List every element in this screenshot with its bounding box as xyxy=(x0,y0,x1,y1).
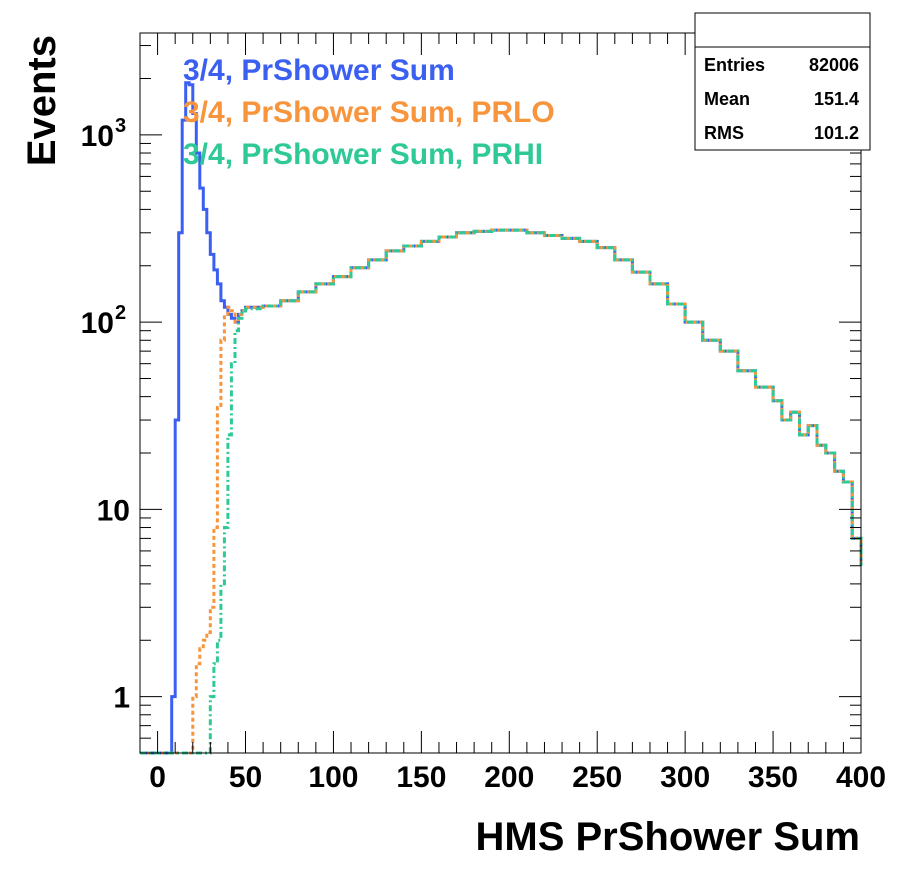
x-axis-tick-labels: 0 50 100 150 200 250 300 350 400 xyxy=(149,761,886,794)
series-layer xyxy=(140,81,863,755)
series-line-2 xyxy=(140,228,863,755)
y-tick-label: 1 xyxy=(113,682,130,715)
y-axis-ticks xyxy=(140,45,861,754)
y-tick-exponent: 3 xyxy=(115,115,126,137)
stats-rms-value: 101.2 xyxy=(814,123,859,143)
y-tick-label: 10 xyxy=(97,494,130,527)
stats-box: Entries 82006 Mean 151.4 RMS 101.2 xyxy=(694,12,871,151)
x-tick-label: 400 xyxy=(836,761,886,794)
y-axis-title: Events xyxy=(20,35,64,166)
y-tick-label: 10 xyxy=(81,120,114,153)
stats-mean-value: 151.4 xyxy=(814,89,859,109)
stats-entries-label: Entries xyxy=(704,55,765,75)
y-tick-label: 10 xyxy=(81,307,114,340)
x-tick-label: 300 xyxy=(660,761,710,794)
stats-rms-label: RMS xyxy=(704,123,744,143)
plot-frame xyxy=(139,32,862,754)
x-tick-label: 350 xyxy=(748,761,798,794)
x-tick-label: 200 xyxy=(484,761,534,794)
legend-entry-prhi: 3/4, PrShower Sum, PRHI xyxy=(183,138,543,171)
x-axis-title: HMS PrShower Sum xyxy=(475,815,860,859)
x-tick-label: 150 xyxy=(396,761,446,794)
stats-mean-label: Mean xyxy=(704,89,750,109)
stats-entries-value: 82006 xyxy=(809,55,859,75)
legend-entry-prlo: 3/4, PrShower Sum, PRLO xyxy=(183,96,555,129)
y-tick-exponent: 2 xyxy=(115,302,126,324)
stats-box-frame xyxy=(694,12,871,151)
x-tick-label: 250 xyxy=(572,761,622,794)
x-tick-label: 100 xyxy=(308,761,358,794)
legend: 3/4, PrShower Sum 3/4, PrShower Sum, PRL… xyxy=(183,54,555,171)
legend-entry-prshower-sum: 3/4, PrShower Sum xyxy=(183,54,455,87)
x-tick-label: 50 xyxy=(229,761,262,794)
x-tick-label: 0 xyxy=(149,761,166,794)
